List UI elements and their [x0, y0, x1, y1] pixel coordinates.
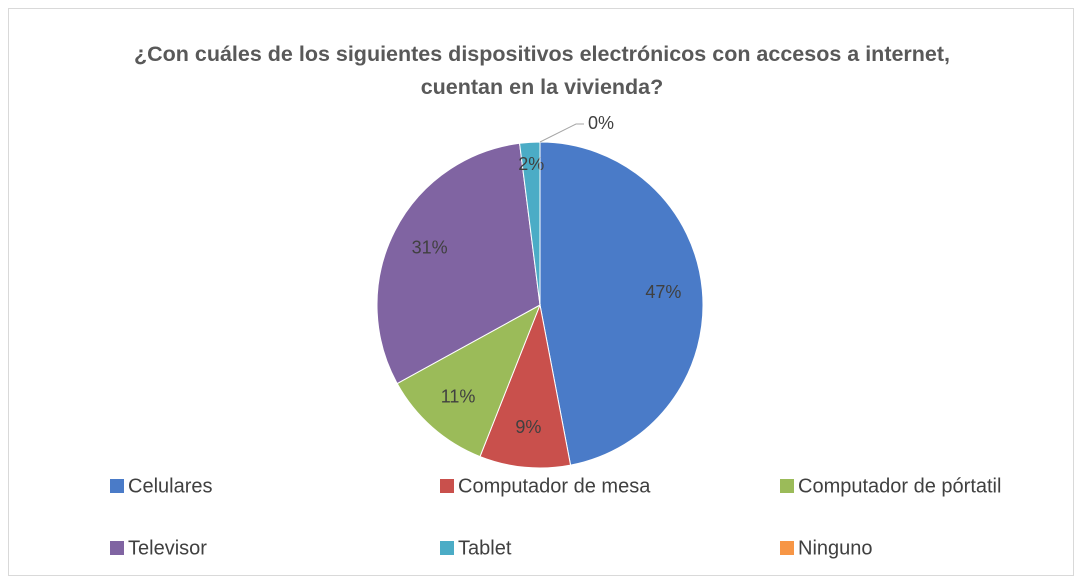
legend-label: Celulares: [128, 475, 212, 497]
data-label: 2%: [518, 154, 544, 174]
legend-label: Televisor: [128, 537, 207, 559]
pie-slice: [479, 303, 572, 469]
data-label: 47%: [645, 282, 681, 302]
pie-slice: [539, 141, 704, 466]
pie-slice: [376, 142, 541, 385]
legend-marker: [110, 479, 124, 493]
legend-marker: [440, 479, 454, 493]
data-label: 9%: [515, 417, 541, 437]
legend-marker: [780, 479, 794, 493]
legend-marker: [110, 541, 124, 555]
legend-label: Computador de mesa: [458, 475, 651, 497]
legend-marker: [780, 541, 794, 555]
data-label: 31%: [412, 238, 448, 258]
data-label: 0%: [588, 113, 614, 133]
pie-slice: [396, 303, 541, 458]
legend-label: Ninguno: [798, 537, 873, 559]
chart-frame: [8, 8, 1074, 576]
leader-line: [539, 123, 584, 143]
data-label: 11%: [441, 387, 476, 407]
legend-label: Tablet: [458, 537, 512, 559]
legend-label: Computador de pórtatil: [798, 475, 1001, 497]
chart-title: ¿Con cuáles de los siguientes dispositiv…: [133, 42, 951, 99]
legend-marker: [440, 541, 454, 555]
